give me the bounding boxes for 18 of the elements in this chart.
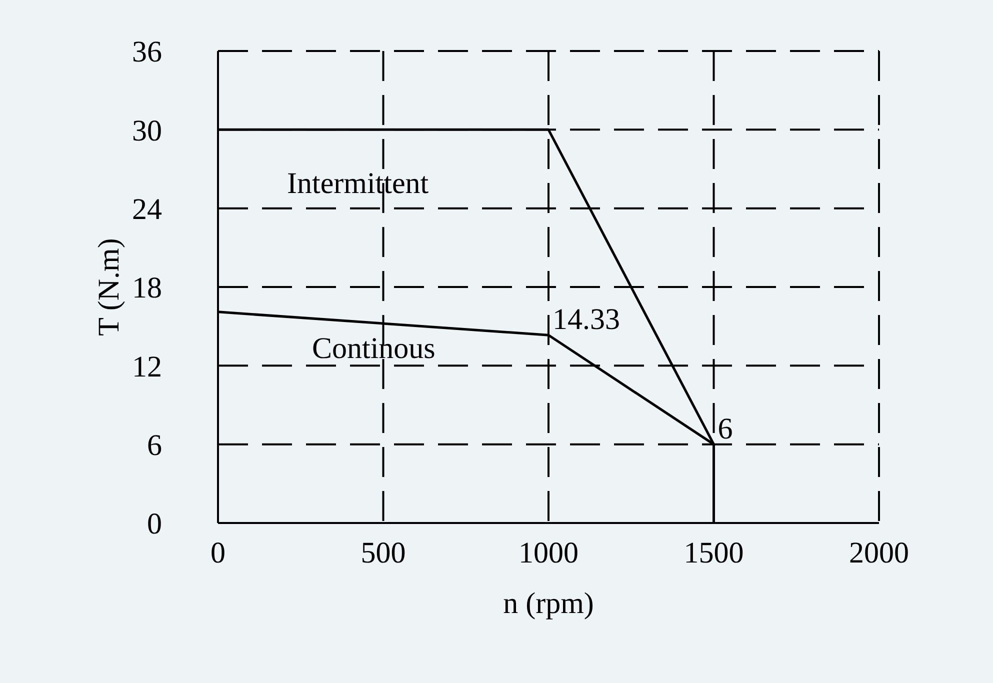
y-tick-label: 6 [147, 428, 162, 462]
y-axis-title: T (N.m) [92, 238, 126, 336]
annotation: 6 [718, 412, 733, 446]
y-tick-label: 12 [132, 350, 162, 384]
x-tick-label: 1000 [518, 536, 578, 570]
y-tick-label: 0 [147, 508, 162, 541]
x-tick-label: 2000 [849, 536, 909, 570]
x-tick-label: 1500 [684, 536, 744, 570]
y-tick-label: 18 [132, 272, 162, 305]
x-tick-label: 500 [360, 536, 406, 570]
x-axis-title: n (rpm) [503, 587, 594, 620]
annotation: Intermittent [287, 167, 430, 200]
y-tick-label: 36 [132, 36, 162, 69]
annotation: Continous [312, 332, 436, 365]
x-tick-label: 0 [210, 536, 226, 570]
y-tick-label: 24 [132, 192, 162, 226]
y-tick-label: 30 [132, 114, 162, 148]
annotation: 14.33 [552, 303, 620, 336]
